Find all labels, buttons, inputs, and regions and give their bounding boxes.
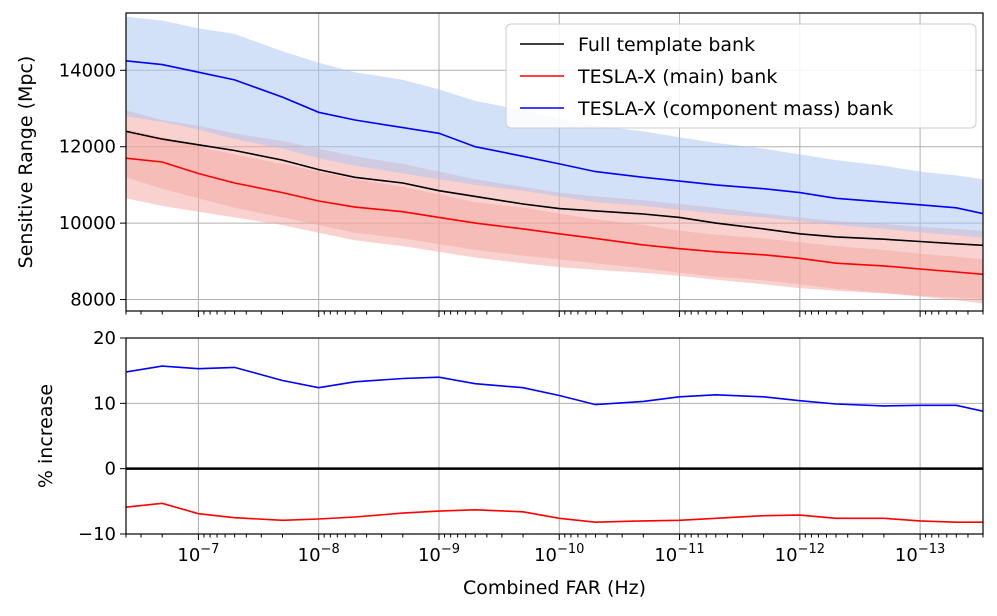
y-tick-label: 20 [93,328,116,349]
x-tick-exponent: −12 [798,542,825,557]
legend-box [505,23,977,129]
x-axis-label: Combined FAR (Hz) [463,577,646,599]
y-tick-label: 12000 [59,137,116,158]
series-line [126,502,983,524]
y-tick-label: 0 [105,459,116,480]
series-line [126,157,983,276]
y-tick-label: 10000 [59,213,116,234]
y-tick-label: −10 [78,524,116,545]
series-line [126,130,983,247]
x-tick-base: 10 [895,545,918,566]
x-tick-label: 10−13 [895,542,945,566]
x-tick-label: 10−10 [534,542,584,566]
y-tick-label: 8000 [70,290,116,311]
x-tick-base: 10 [654,545,677,566]
x-tick-exponent: −7 [200,542,219,557]
x-tick-exponent: −8 [321,542,340,557]
y-axis-label: Sensitive Range (Mpc) [15,56,37,269]
y-axis-label: % increase [35,384,57,488]
x-tick-label: 10−9 [418,542,460,566]
x-tick-exponent: −9 [441,542,460,557]
x-tick-base: 10 [177,545,200,566]
x-tick-base: 10 [418,545,441,566]
x-tick-label: 10−11 [654,542,704,566]
axes-frame [125,337,984,535]
y-tick-label: 10 [93,393,116,414]
x-tick-base: 10 [534,545,557,566]
plot-area [126,338,983,534]
confidence-band [126,129,983,304]
legend-label: Full template bank [578,34,755,56]
legend-label: TESLA-X (main) bank [577,66,777,88]
x-tick-label: 10−7 [177,542,219,566]
x-tick-exponent: −13 [918,542,945,557]
top-panel: 8000 10000 12000 14000 Sensitive Range (Mpc)… [15,12,984,317]
x-tick-exponent: −11 [677,542,704,557]
x-tick-label: 10−12 [775,542,825,566]
x-tick-base: 10 [298,545,321,566]
x-tick-base: 10 [775,545,798,566]
series-line [126,60,983,215]
x-tick-exponent: −10 [557,542,584,557]
legend-label: TESLA-X (component mass) bank [577,98,893,120]
y-tick-label: 14000 [59,60,116,81]
x-tick-label: 10−8 [298,542,340,566]
axes-frame [125,12,984,312]
series-line [126,365,983,412]
